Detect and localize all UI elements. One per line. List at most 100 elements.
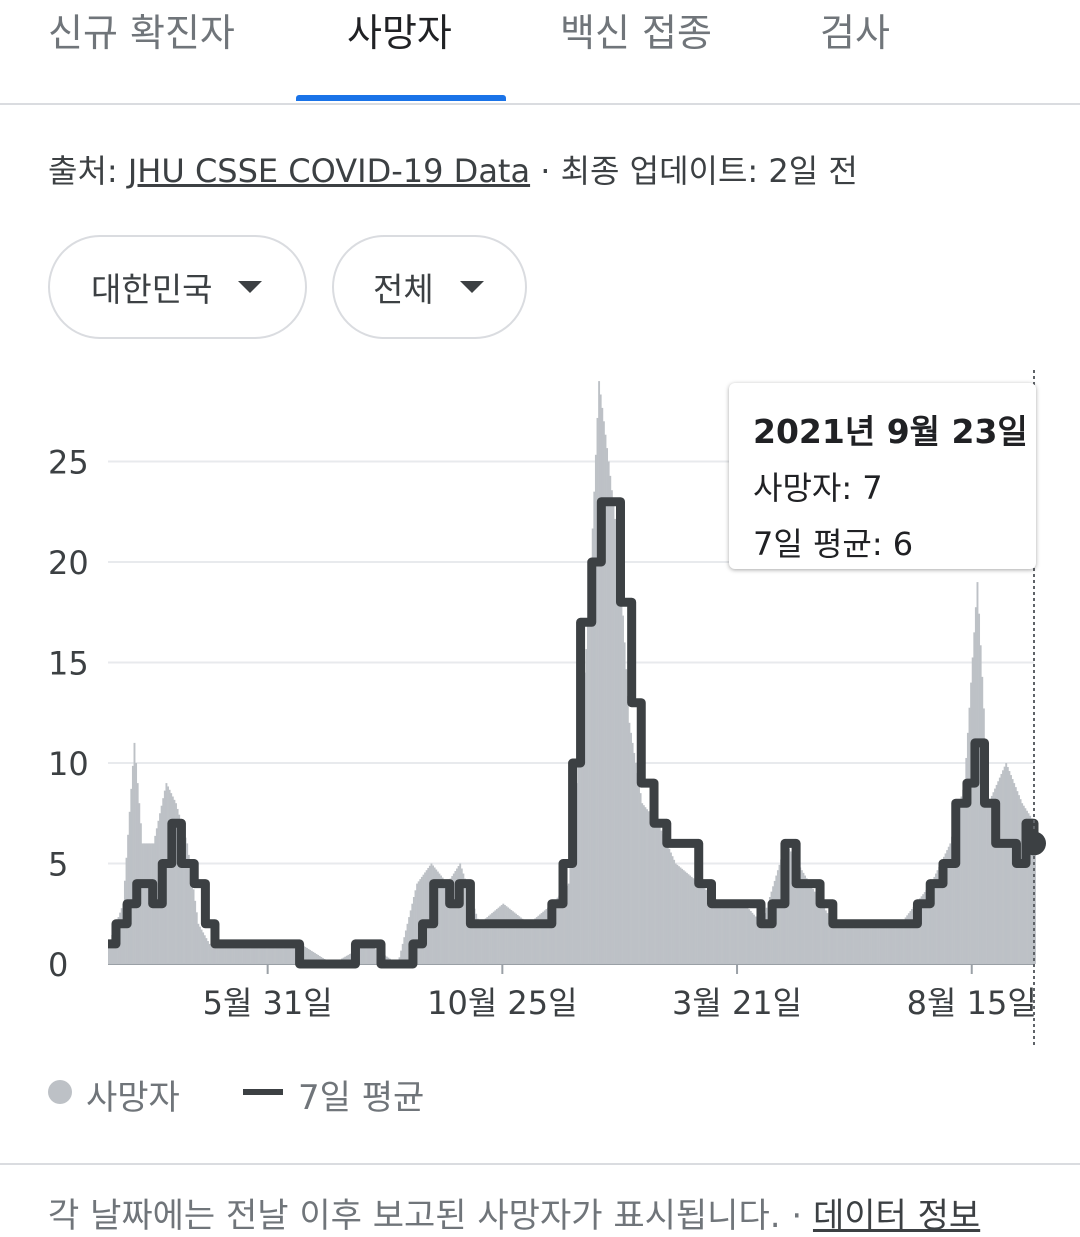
daily-death-bar bbox=[566, 885, 569, 964]
chevron-down-icon bbox=[459, 281, 484, 293]
daily-death-bar bbox=[869, 923, 872, 964]
daily-death-bar bbox=[572, 823, 575, 964]
daily-death-bar bbox=[563, 889, 565, 964]
y-tick-label: 25 bbox=[48, 444, 89, 482]
daily-death-bar bbox=[191, 877, 193, 964]
daily-death-bar bbox=[879, 923, 882, 964]
tab-tests[interactable]: 검사 bbox=[820, 11, 890, 55]
daily-death-bar bbox=[741, 903, 744, 964]
daily-death-bar bbox=[891, 923, 894, 964]
source-link[interactable]: JHU CSSE COVID-19 Data bbox=[127, 152, 531, 190]
daily-death-bar bbox=[842, 923, 845, 964]
daily-death-bar bbox=[561, 891, 564, 964]
daily-death-bar bbox=[630, 732, 632, 964]
daily-death-bar bbox=[760, 923, 763, 964]
daily-death-bar bbox=[700, 885, 703, 964]
daily-death-bar bbox=[821, 905, 824, 964]
daily-death-bar bbox=[1003, 766, 1006, 964]
daily-death-bar bbox=[548, 906, 551, 964]
daily-death-bar bbox=[623, 642, 626, 964]
daily-death-bar bbox=[776, 870, 779, 964]
daily-death-bar bbox=[789, 851, 792, 964]
daily-death-bar bbox=[452, 873, 455, 964]
daily-death-bar bbox=[778, 864, 781, 964]
tab-bar: 신규 확진자 사망자 백신 접종 검사 bbox=[0, 0, 1080, 105]
daily-death-bar bbox=[143, 843, 146, 964]
daily-death-bar bbox=[618, 562, 621, 964]
daily-death-bar bbox=[831, 921, 834, 964]
daily-death-bar bbox=[832, 923, 835, 964]
scope-dropdown[interactable]: 전체 bbox=[332, 235, 527, 339]
daily-death-bar bbox=[907, 913, 910, 964]
daily-death-bar bbox=[277, 943, 280, 964]
daily-death-bar bbox=[757, 920, 760, 964]
daily-death-bar bbox=[644, 807, 647, 964]
last-updated: · 최종 업데이트: 2일 전 bbox=[530, 152, 858, 190]
daily-death-bar bbox=[349, 953, 351, 964]
daily-death-bar bbox=[184, 837, 187, 964]
daily-death-bar bbox=[457, 866, 460, 964]
daily-death-bar bbox=[539, 914, 541, 964]
daily-death-bar bbox=[248, 943, 251, 964]
daily-death-bar bbox=[660, 830, 663, 964]
daily-death-bar bbox=[866, 923, 869, 964]
daily-death-bar bbox=[647, 811, 650, 964]
daily-death-bar bbox=[282, 943, 284, 964]
tab-deaths[interactable]: 사망자 bbox=[347, 11, 452, 55]
daily-death-bar bbox=[574, 803, 577, 964]
source-line: 출처: JHU CSSE COVID-19 Data · 최종 업데이트: 2일… bbox=[48, 146, 858, 192]
tooltip-deaths: 사망자: 7 bbox=[753, 469, 883, 507]
daily-death-bar bbox=[555, 899, 557, 964]
daily-death-bar bbox=[219, 943, 222, 964]
daily-death-bar bbox=[214, 943, 217, 964]
daily-death-bar bbox=[312, 951, 315, 964]
daily-death-bar bbox=[641, 803, 644, 964]
daily-death-bar bbox=[361, 946, 364, 964]
deaths-chart[interactable]: 0 5 10 15 20 25 5월 31일 10월 25일 3월 21일 8월 15일 bbox=[0, 370, 1080, 1060]
daily-death-bar bbox=[564, 887, 567, 964]
daily-death-bar bbox=[923, 892, 926, 964]
daily-death-bar bbox=[1030, 818, 1033, 964]
daily-death-bar bbox=[607, 461, 610, 964]
daily-death-bar bbox=[792, 856, 795, 964]
daily-death-bar bbox=[834, 923, 837, 964]
daily-death-bar bbox=[567, 883, 570, 964]
daily-death-bar bbox=[665, 841, 668, 964]
daily-death-bar bbox=[986, 771, 988, 964]
daily-death-bar bbox=[200, 929, 203, 964]
daily-death-bar bbox=[261, 943, 264, 964]
daily-death-bar bbox=[693, 879, 696, 964]
daily-death-bar bbox=[962, 789, 965, 964]
daily-death-bar bbox=[944, 853, 947, 964]
daily-death-bar bbox=[847, 923, 850, 964]
daily-death-bar bbox=[416, 883, 419, 964]
daily-death-bar bbox=[689, 875, 692, 964]
region-dropdown[interactable]: 대한민국 bbox=[48, 235, 307, 339]
daily-death-bar bbox=[246, 943, 249, 964]
daily-death-bar bbox=[521, 918, 524, 964]
daily-death-bar bbox=[713, 897, 715, 964]
daily-death-bar bbox=[535, 917, 538, 964]
daily-death-bar bbox=[531, 921, 533, 964]
daily-death-bar bbox=[684, 871, 687, 964]
daily-death-bar bbox=[369, 946, 372, 964]
daily-death-bar bbox=[850, 923, 853, 964]
daily-death-bar bbox=[280, 943, 283, 964]
daily-death-bar bbox=[946, 850, 949, 964]
daily-death-bar bbox=[511, 911, 514, 964]
daily-death-bar bbox=[844, 923, 846, 964]
daily-death-bar bbox=[213, 943, 216, 964]
tab-vaccinations[interactable]: 백신 접종 bbox=[560, 11, 712, 55]
daily-death-bar bbox=[203, 935, 206, 964]
daily-death-bar bbox=[666, 845, 669, 964]
daily-death-bar bbox=[472, 903, 474, 964]
daily-death-bar bbox=[507, 907, 510, 964]
daily-death-bar bbox=[887, 923, 890, 964]
daily-death-bar bbox=[175, 803, 177, 964]
daily-death-bar bbox=[987, 803, 990, 964]
tab-new-cases[interactable]: 신규 확진자 bbox=[48, 11, 235, 55]
daily-death-bar bbox=[424, 872, 427, 964]
daily-death-bar bbox=[580, 719, 583, 964]
daily-death-bar bbox=[936, 870, 939, 964]
data-info-link[interactable]: 데이터 정보 bbox=[812, 1196, 981, 1236]
